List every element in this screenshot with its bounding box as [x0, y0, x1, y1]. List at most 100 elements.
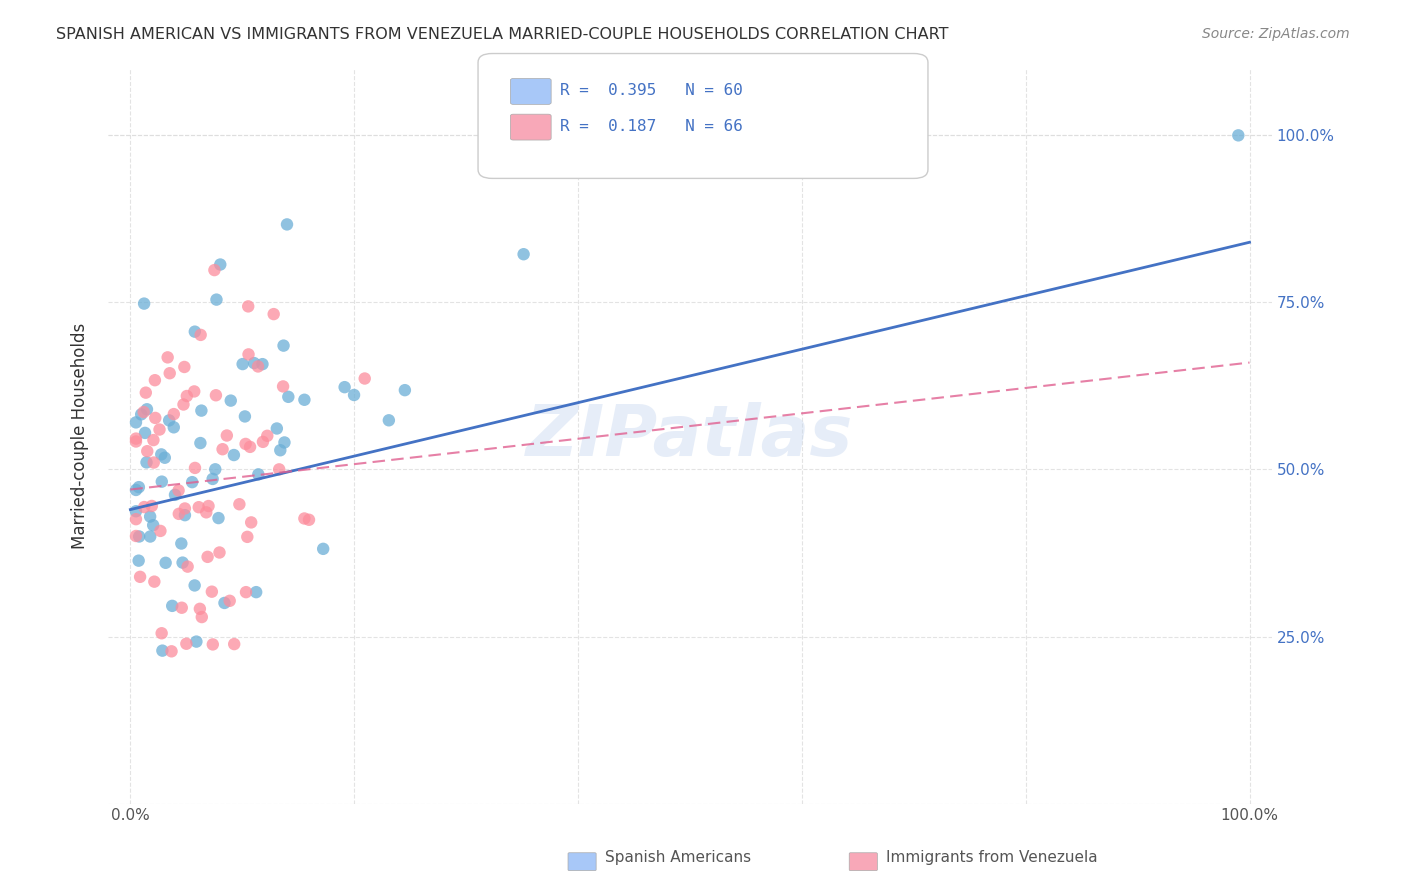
- Point: [333, 380, 356, 394]
- Point: [143, 574, 166, 589]
- Point: [125, 529, 148, 543]
- Point: [294, 392, 316, 407]
- Point: [184, 461, 207, 475]
- Point: [173, 397, 195, 411]
- Point: [512, 247, 534, 261]
- Point: [188, 602, 211, 616]
- Point: [136, 402, 159, 417]
- Point: [235, 437, 257, 451]
- Point: [173, 359, 195, 374]
- Point: [238, 299, 260, 313]
- Point: [204, 462, 226, 476]
- Point: [170, 600, 193, 615]
- Point: [183, 578, 205, 592]
- Point: [186, 634, 208, 648]
- Point: [141, 499, 163, 513]
- Point: [163, 488, 186, 502]
- Point: [150, 447, 173, 461]
- Point: [134, 425, 156, 440]
- Point: [172, 556, 194, 570]
- Point: [181, 475, 204, 490]
- Point: [232, 357, 254, 371]
- Point: [273, 338, 295, 352]
- Point: [125, 434, 148, 449]
- Text: R =  0.187   N = 66: R = 0.187 N = 66: [560, 120, 742, 134]
- Point: [167, 507, 190, 521]
- Point: [235, 585, 257, 599]
- Point: [174, 508, 197, 523]
- Point: [277, 390, 299, 404]
- Point: [136, 444, 159, 458]
- Point: [139, 529, 162, 543]
- Point: [156, 351, 179, 365]
- Text: Immigrants from Venezuela: Immigrants from Venezuela: [886, 850, 1098, 865]
- Point: [247, 467, 270, 482]
- Point: [201, 584, 224, 599]
- Point: [233, 409, 256, 424]
- Point: [128, 480, 150, 494]
- Point: [243, 356, 266, 370]
- Point: [1227, 128, 1250, 143]
- Point: [263, 307, 285, 321]
- Text: ZIPatlas: ZIPatlas: [526, 401, 853, 471]
- Text: Spanish Americans: Spanish Americans: [605, 850, 751, 865]
- Point: [201, 637, 224, 651]
- Point: [159, 366, 181, 380]
- Point: [157, 413, 180, 427]
- Point: [353, 371, 375, 385]
- Point: [125, 504, 148, 518]
- Point: [153, 450, 176, 465]
- Point: [191, 610, 214, 624]
- Point: [163, 407, 186, 421]
- Point: [218, 594, 240, 608]
- Point: [163, 420, 186, 434]
- Point: [134, 500, 156, 514]
- Point: [252, 357, 274, 371]
- Point: [378, 413, 401, 427]
- Text: R =  0.395   N = 60: R = 0.395 N = 60: [560, 84, 742, 98]
- Point: [128, 529, 150, 543]
- Point: [187, 500, 209, 515]
- Point: [394, 383, 416, 397]
- Point: [204, 263, 226, 277]
- Point: [224, 637, 246, 651]
- Point: [160, 644, 183, 658]
- Point: [139, 509, 162, 524]
- Point: [142, 518, 165, 533]
- Point: [209, 258, 232, 272]
- Point: [222, 448, 245, 462]
- Point: [176, 389, 198, 403]
- Point: [214, 596, 236, 610]
- Point: [195, 505, 218, 519]
- Point: [205, 293, 228, 307]
- Point: [183, 384, 205, 399]
- Point: [170, 536, 193, 550]
- Point: [150, 475, 173, 489]
- Point: [269, 443, 291, 458]
- Point: [245, 585, 267, 599]
- Point: [173, 501, 195, 516]
- Point: [205, 388, 228, 402]
- Point: [160, 599, 183, 613]
- Point: [207, 511, 229, 525]
- Point: [276, 218, 298, 232]
- Point: [149, 524, 172, 538]
- Point: [197, 549, 219, 564]
- Point: [167, 483, 190, 498]
- Point: [176, 559, 198, 574]
- Point: [273, 435, 295, 450]
- Point: [129, 408, 152, 422]
- Point: [266, 421, 288, 435]
- Point: [129, 570, 152, 584]
- Point: [190, 436, 212, 450]
- Point: [148, 423, 170, 437]
- Text: SPANISH AMERICAN VS IMMIGRANTS FROM VENEZUELA MARRIED-COUPLE HOUSEHOLDS CORRELAT: SPANISH AMERICAN VS IMMIGRANTS FROM VENE…: [56, 27, 949, 42]
- Point: [132, 405, 155, 419]
- Point: [176, 637, 198, 651]
- Point: [150, 626, 173, 640]
- Point: [125, 483, 148, 497]
- Point: [208, 545, 231, 559]
- Point: [135, 455, 157, 469]
- Point: [219, 393, 242, 408]
- Point: [155, 556, 177, 570]
